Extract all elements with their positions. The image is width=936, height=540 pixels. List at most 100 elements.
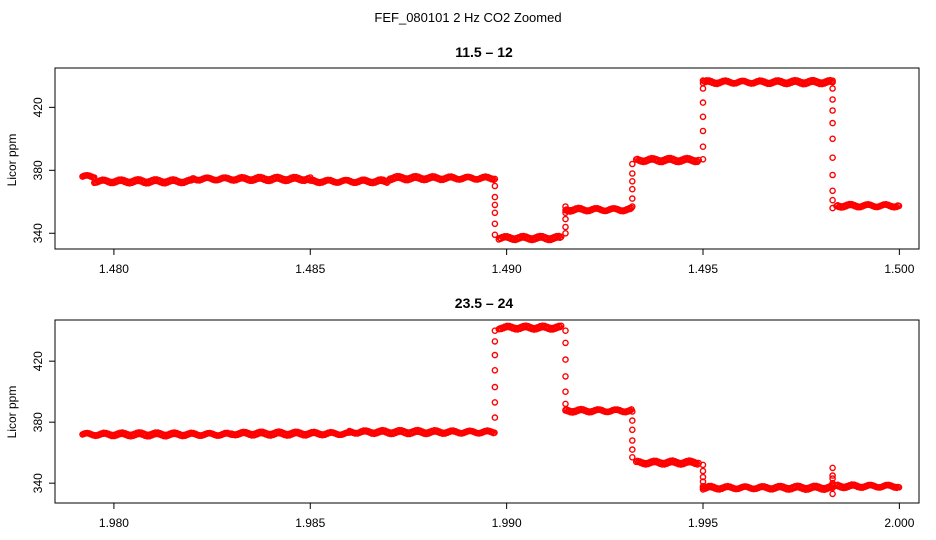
data-point: [491, 429, 498, 437]
data-point: [629, 437, 636, 444]
x-tick-label: 1.490: [492, 262, 522, 276]
data-point: [562, 229, 569, 237]
y-tick-label: 420: [31, 97, 45, 117]
data-point: [829, 196, 836, 204]
data-point: [829, 171, 836, 179]
y-tick-label: 380: [31, 160, 45, 180]
data-point: [695, 156, 703, 164]
data-point: [562, 203, 569, 210]
data-point: [629, 195, 636, 202]
data-point: [629, 417, 636, 424]
data-point: [699, 473, 707, 481]
panel-bottom-title: 23.5 – 24: [455, 295, 514, 311]
data-point: [491, 366, 499, 374]
panel-top-ticks: 1.480 1.485 1.490 1.495 1.500 340 380 420: [31, 97, 915, 276]
data-point: [699, 85, 707, 92]
panel-top-title: 11.5 – 12: [455, 44, 513, 60]
panel-bottom-ticks: 1.980 1.985 1.990 1.995 2.000 340 380 420: [31, 351, 915, 530]
data-point: [562, 215, 569, 223]
data-point: [562, 400, 569, 408]
data-point: [629, 203, 636, 210]
data-point: [491, 399, 499, 406]
x-tick-label: 1.990: [492, 516, 522, 530]
data-point: [699, 77, 707, 84]
x-tick-label: 1.980: [99, 516, 129, 530]
x-tick-label: 1.995: [688, 516, 718, 530]
panel-bottom-ylabel: Licor ppm: [5, 386, 19, 439]
data-point: [491, 193, 499, 201]
data-point: [629, 177, 636, 185]
data-point: [491, 220, 499, 228]
data-point: [562, 327, 569, 335]
y-tick-label: 380: [31, 412, 45, 432]
data-point: [491, 182, 499, 190]
data-point: [491, 383, 499, 391]
y-tick-label: 340: [31, 223, 45, 243]
data-point: [491, 209, 499, 217]
data-point: [562, 339, 569, 347]
data-point: [629, 160, 636, 168]
data-point: [629, 408, 636, 415]
data-point: [699, 155, 707, 163]
data-point: [829, 107, 836, 114]
data-point: [829, 204, 836, 212]
data-point: [491, 414, 499, 421]
data-point: [699, 484, 707, 492]
data-point: [829, 78, 836, 86]
data-point: [829, 119, 836, 127]
data-point: [562, 209, 569, 217]
data-point: [829, 96, 836, 103]
data-point: [491, 327, 499, 335]
panel-top: 11.5 – 12 Licor ppm 1.480 1.485 1.490 1.495…: [5, 44, 920, 276]
data-point: [556, 323, 564, 331]
data-point: [829, 135, 836, 143]
data-point: [491, 338, 499, 345]
panel-top-plot-frame: [54, 67, 920, 250]
data-point: [829, 475, 836, 482]
panel-bottom: 23.5 – 24 Licor ppm 1.980 1.985 1.990 1.995…: [5, 295, 920, 530]
x-tick-label: 1.500: [884, 262, 914, 276]
x-tick-label: 1.495: [688, 262, 718, 276]
x-tick-label: 1.985: [295, 516, 325, 530]
data-point: [491, 231, 499, 239]
data-point: [562, 406, 569, 414]
data-point: [699, 461, 707, 469]
data-point: [895, 202, 903, 210]
panel-bottom-plot-frame: [54, 319, 920, 504]
data-point: [555, 322, 563, 330]
data-point: [829, 481, 836, 489]
data-point: [562, 223, 569, 231]
data-point: [491, 351, 499, 359]
data-point: [562, 356, 569, 363]
data-point: [557, 233, 565, 241]
data-point: [629, 446, 636, 453]
data-point: [629, 426, 636, 434]
figure-title: FEF_080101 2 Hz CO2 Zoomed: [374, 10, 561, 25]
data-point: [629, 185, 636, 193]
data-point: [699, 143, 707, 150]
panel-top-points: [79, 76, 903, 244]
x-tick-label: 1.480: [99, 262, 129, 276]
data-point: [699, 467, 707, 475]
y-tick-label: 340: [31, 473, 45, 493]
data-point: [829, 490, 836, 498]
data-point: [829, 187, 836, 195]
data-point: [699, 99, 707, 106]
data-point: [829, 154, 836, 161]
data-point: [557, 322, 565, 330]
y-tick-label: 420: [31, 351, 45, 371]
data-point: [489, 175, 496, 183]
data-point: [629, 453, 636, 461]
data-point: [829, 472, 836, 479]
data-point: [562, 388, 569, 396]
data-point: [629, 170, 636, 177]
panel-top-ylabel: Licor ppm: [5, 134, 19, 187]
data-point: [491, 175, 499, 183]
data-point: [699, 113, 707, 121]
panel-bottom-points: [79, 322, 903, 498]
data-point: [829, 464, 836, 472]
x-tick-label: 1.485: [295, 262, 325, 276]
data-point: [895, 483, 903, 491]
data-point: [562, 373, 569, 380]
